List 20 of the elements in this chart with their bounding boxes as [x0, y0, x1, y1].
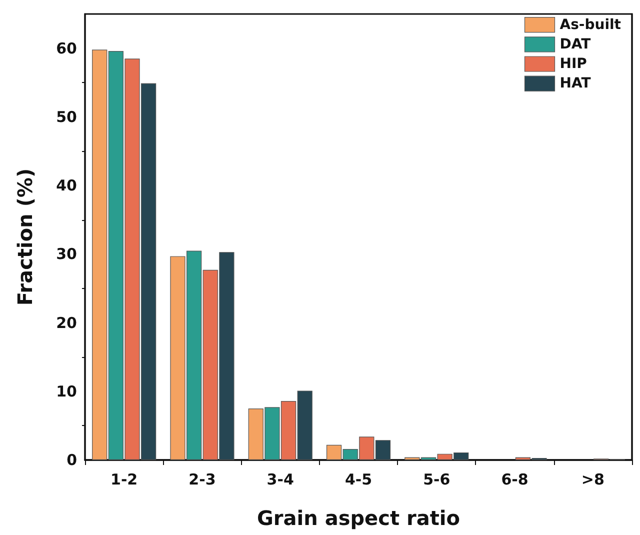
- x-tick-label: >8: [581, 470, 604, 488]
- x-tick-label: 1-2: [110, 470, 138, 488]
- y-axis-title: Fraction (%): [13, 168, 37, 306]
- y-tick-label: 30: [56, 245, 77, 264]
- x-tick-label: 5-6: [423, 470, 450, 488]
- x-tick-label: 4-5: [344, 470, 372, 488]
- legend-label: HIP: [560, 56, 587, 72]
- x-tick-label: 2-3: [188, 470, 216, 488]
- x-tick-label: 3-4: [266, 470, 294, 488]
- legend-label: As-built: [560, 16, 622, 33]
- x-axis-title: Grain aspect ratio: [256, 506, 460, 530]
- legend-label: DAT: [560, 36, 592, 52]
- legend-label: HAT: [560, 76, 592, 92]
- y-tick-label: 10: [56, 382, 77, 400]
- y-tick-label: 50: [56, 108, 77, 126]
- y-tick-label: 60: [56, 39, 77, 58]
- y-tick-label: 20: [56, 314, 77, 332]
- y-tick-label: 0: [66, 451, 77, 469]
- x-tick-label: 6-8: [501, 470, 528, 488]
- y-tick-label: 40: [56, 176, 77, 195]
